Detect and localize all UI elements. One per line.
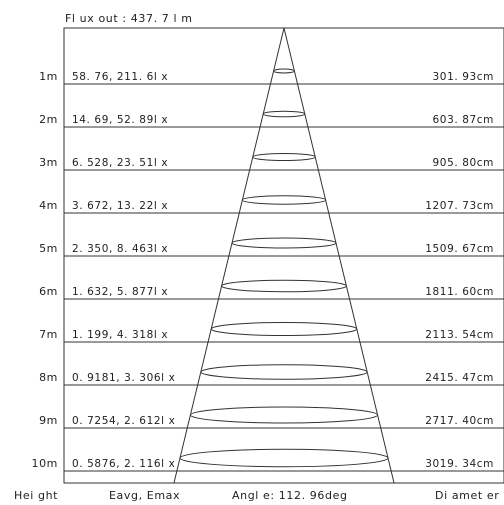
diameter-column-label: Di amet er xyxy=(435,489,499,502)
beam-ellipse xyxy=(252,153,316,161)
row-illuminance-value: 14. 69, 52. 89l x xyxy=(72,114,168,126)
row-illuminance-value: 0. 5876, 2. 116l x xyxy=(72,458,175,470)
row-diameter-value: 1509. 67cm xyxy=(425,243,494,255)
row-diameter-value: 2113. 54cm xyxy=(425,329,494,341)
beam-ellipse xyxy=(179,448,389,468)
row-illuminance-value: 2. 350, 8. 463l x xyxy=(72,243,168,255)
row-illuminance-value: 3. 672, 13. 22l x xyxy=(72,200,168,212)
row-diameter-value: 301. 93cm xyxy=(433,71,494,83)
row-illuminance-value: 1. 199, 4. 318l x xyxy=(72,329,168,341)
row-illuminance-value: 1. 632, 5. 877l x xyxy=(72,286,168,298)
height-column-label: Hei ght xyxy=(14,489,58,502)
beam-ellipse xyxy=(210,322,358,336)
beam-ellipse xyxy=(241,195,327,205)
beam-ellipse xyxy=(221,279,347,293)
beam-ellipse xyxy=(200,364,368,380)
row-illuminance-value: 6. 528, 23. 51l x xyxy=(72,157,168,169)
row-height-label: 9m xyxy=(39,414,58,427)
beam-ellipse xyxy=(273,68,295,74)
flux-out-label: Fl ux out : 437. 7 l m xyxy=(65,12,193,25)
row-illuminance-value: 0. 9181, 3. 306l x xyxy=(72,372,175,384)
eavg-emax-column-label: Eavg, Emax xyxy=(109,489,180,502)
row-height-label: 4m xyxy=(39,199,58,212)
row-illuminance-value: 58. 76, 211. 6l x xyxy=(72,71,168,83)
row-illuminance-value: 0. 7254, 2. 612l x xyxy=(72,415,175,427)
row-diameter-value: 905. 80cm xyxy=(433,157,494,169)
beam-ellipse xyxy=(231,237,337,249)
row-height-label: 6m xyxy=(39,285,58,298)
row-diameter-value: 2717. 40cm xyxy=(425,415,494,427)
row-height-label: 1m xyxy=(39,70,58,83)
row-diameter-value: 603. 87cm xyxy=(433,114,494,126)
row-height-label: 10m xyxy=(31,457,58,470)
row-height-label: 7m xyxy=(39,328,58,341)
row-diameter-value: 2415. 47cm xyxy=(425,372,494,384)
row-height-label: 5m xyxy=(39,242,58,255)
row-height-label: 3m xyxy=(39,156,58,169)
row-diameter-value: 1811. 60cm xyxy=(425,286,494,298)
row-height-label: 2m xyxy=(39,113,58,126)
row-height-label: 8m xyxy=(39,371,58,384)
beam-angle-label: Angl e: 112. 96deg xyxy=(232,489,348,502)
row-diameter-value: 3019. 34cm xyxy=(425,458,494,470)
row-diameter-value: 1207. 73cm xyxy=(425,200,494,212)
beam-ellipse xyxy=(262,110,306,118)
height-rows: 1m 58. 76, 211. 6l x 301. 93cm 2m 14. 69, 52… xyxy=(31,70,504,472)
beam-ellipse xyxy=(189,406,379,424)
